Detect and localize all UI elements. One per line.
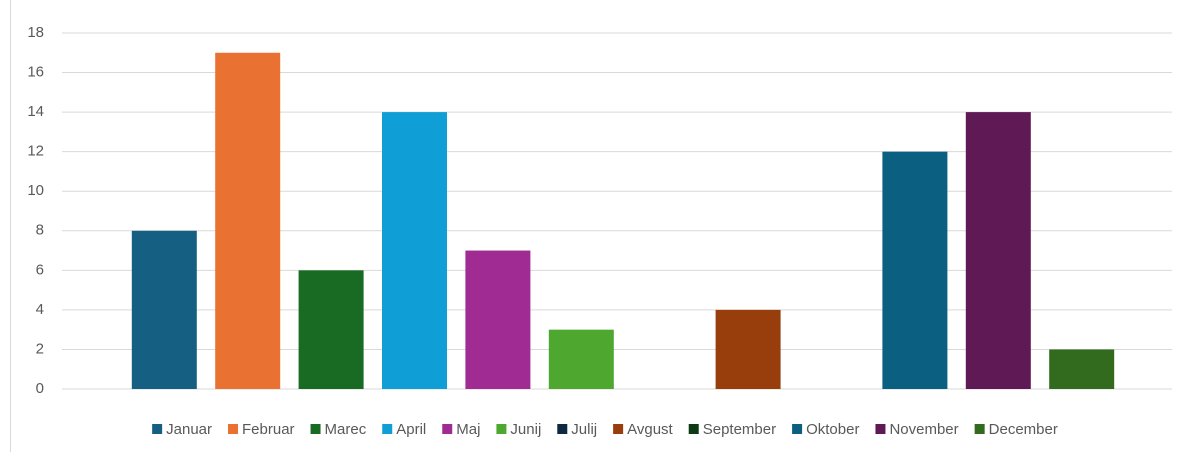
y-tick-label: 10 — [27, 182, 44, 199]
legend-swatch — [875, 424, 886, 434]
legend-swatch — [613, 424, 624, 434]
y-tick-label: 4 — [36, 301, 44, 318]
y-tick-label: 16 — [27, 64, 44, 81]
y-tick-label: 2 — [36, 340, 44, 357]
bar — [131, 230, 197, 389]
legend-label: Marec — [325, 421, 367, 438]
legend-label: April — [396, 421, 426, 438]
legend-label: Julij — [571, 421, 597, 438]
y-tick-label: 18 — [27, 24, 44, 41]
bar — [965, 112, 1031, 389]
y-tick-label: 14 — [27, 103, 44, 120]
y-tick-label: 6 — [36, 261, 44, 278]
bar — [1049, 349, 1115, 389]
legend-swatch — [792, 424, 803, 434]
bar — [298, 270, 364, 389]
legend-label: November — [889, 421, 958, 438]
legend-swatch — [496, 424, 507, 434]
bar — [215, 52, 281, 390]
legend-label: Februar — [242, 421, 295, 438]
y-tick-label: 8 — [36, 222, 44, 239]
legend-swatch — [688, 424, 699, 434]
bar — [382, 112, 447, 389]
legend-label: December — [989, 421, 1058, 438]
y-tick-label: 0 — [36, 380, 44, 397]
bar — [715, 309, 781, 389]
legend-swatch — [310, 424, 321, 434]
legend-swatch — [557, 424, 568, 434]
legend-swatch — [974, 424, 985, 434]
legend-swatch — [152, 424, 163, 434]
bar — [465, 250, 531, 389]
legend-label: Oktober — [806, 421, 859, 438]
legend-label: September — [703, 421, 776, 438]
legend-label: Junij — [510, 421, 541, 438]
legend-swatch — [382, 424, 393, 434]
legend-swatch — [442, 424, 453, 434]
bar — [548, 329, 614, 389]
legend-swatch — [228, 424, 239, 434]
legend-label: Januar — [166, 421, 212, 438]
legend-label: Avgust — [627, 421, 673, 438]
y-tick-label: 12 — [27, 143, 44, 160]
legend-label: Maj — [456, 421, 480, 438]
bar — [882, 151, 948, 389]
